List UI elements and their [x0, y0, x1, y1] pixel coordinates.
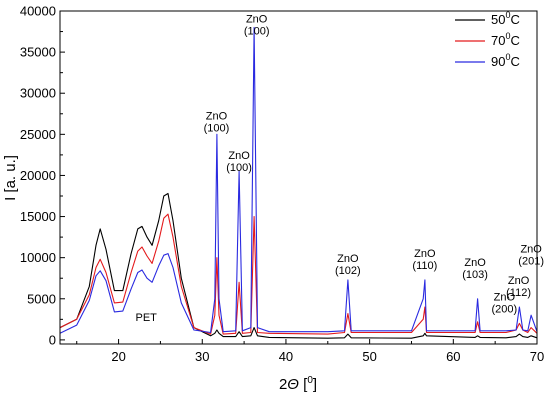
annotation-line: (102)	[335, 265, 361, 277]
y-ticks: 0 5000 10000 15000 20000 25000 30000 35000 40000	[20, 4, 65, 347]
legend-label: 700C	[491, 31, 520, 48]
annotation-line: ZnO	[206, 111, 228, 123]
annotation-line: (112)	[506, 287, 531, 299]
peak-annotation: ZnO(200)	[492, 291, 518, 315]
legend-degree: 0	[505, 52, 510, 62]
x-axis-label-symbol: Θ	[287, 376, 299, 393]
annotation-line: (103)	[462, 269, 488, 281]
annotation-line: ZnO	[337, 253, 359, 265]
annotation-line: ZnO	[228, 150, 250, 162]
y-tick-label: 0	[49, 332, 56, 347]
legend-value: 90	[491, 54, 505, 69]
peak-annotation: ZnO(201)	[518, 244, 544, 268]
x-tick-label: 50	[362, 349, 376, 364]
legend-item: 700C	[455, 31, 520, 48]
y-tick-label: 5000	[27, 291, 56, 306]
x-axis-label-degree: 0	[307, 375, 313, 386]
x-axis-label: 2Θ [0]	[279, 375, 317, 393]
y-tick-label: 15000	[20, 209, 56, 224]
peak-annotation: ZnO(103)	[462, 257, 488, 281]
y-tick-label: 30000	[20, 86, 56, 101]
y-tick-label: 35000	[20, 45, 56, 60]
x-tick-label: 40	[279, 349, 293, 364]
annotation-line: (201)	[518, 256, 544, 268]
annotation-line: (100)	[204, 123, 230, 135]
peak-annotation: ZnO(100)	[204, 111, 230, 135]
legend-value: 50	[491, 12, 505, 27]
annotation-line: (100)	[226, 162, 252, 174]
legend-unit: C	[510, 54, 519, 69]
series-line-0	[59, 192, 538, 339]
y-tick-label: 10000	[20, 250, 56, 265]
legend-value: 70	[491, 33, 505, 48]
x-axis-label-main: 2	[279, 376, 287, 393]
annotation-line: ZnO	[494, 291, 516, 303]
x-tick-label: 20	[111, 349, 125, 364]
peak-annotation: ZnO(112)	[506, 275, 531, 299]
series-line-2	[59, 26, 538, 334]
legend-degree: 0	[505, 10, 510, 20]
x-axis-label-close: ]	[313, 376, 317, 393]
legend-label: 900C	[491, 52, 520, 69]
x-axis-label-open: [	[299, 376, 308, 393]
y-tick-label: 25000	[20, 127, 56, 142]
peak-annotation: ZnO(100)	[244, 14, 270, 38]
x-tick-label: 60	[446, 349, 460, 364]
legend-unit: C	[510, 33, 519, 48]
annotation-layer: ZnO(100)ZnO(100)ZnO(100)PETZnO(102)ZnO(1…	[135, 14, 543, 324]
series-line-1	[59, 213, 538, 335]
y-tick-label: 20000	[20, 168, 56, 183]
series-layer	[59, 26, 538, 339]
annotation-line: (110)	[412, 260, 437, 272]
y-tick-label: 40000	[20, 4, 56, 19]
annotation-line: ZnO	[520, 244, 542, 256]
annotation-line: ZnO	[414, 248, 436, 260]
legend-degree: 0	[505, 31, 510, 41]
annotation-line: (200)	[492, 303, 518, 315]
y-axis-label: I [a. u.]	[2, 155, 19, 201]
annotation-line: PET	[135, 312, 157, 324]
annotation-line: ZnO	[464, 257, 486, 269]
plot-frame	[59, 10, 538, 345]
x-ticks: 20 30 40 50 60 70	[76, 339, 544, 364]
legend-item: 500C	[455, 10, 520, 27]
legend-label: 500C	[491, 10, 520, 27]
annotation-line: ZnO	[246, 14, 268, 26]
peak-annotation: ZnO(102)	[335, 253, 361, 277]
peak-annotation: ZnO(100)	[226, 150, 252, 174]
legend-item: 900C	[455, 52, 520, 69]
annotation-line: ZnO	[508, 275, 530, 287]
peak-annotation: PET	[135, 312, 157, 324]
x-tick-label: 70	[530, 349, 544, 364]
peak-annotation: ZnO(110)	[412, 248, 437, 272]
legend-unit: C	[510, 12, 519, 27]
x-tick-label: 30	[195, 349, 209, 364]
annotation-line: (100)	[244, 26, 270, 38]
